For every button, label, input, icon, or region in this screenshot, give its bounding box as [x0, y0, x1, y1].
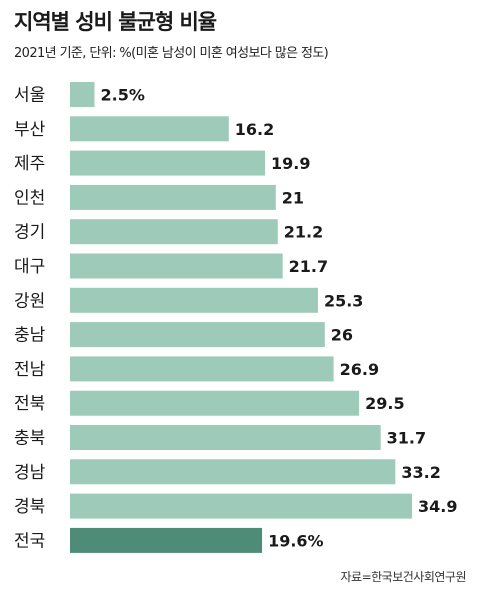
chart-title: 지역별 성비 불균형 비율: [14, 10, 217, 34]
bar: [70, 425, 381, 450]
value-label: 2.5%: [101, 86, 145, 105]
category-label: 전국: [14, 531, 45, 551]
bar: [70, 459, 396, 485]
category-label: 제주: [14, 154, 45, 174]
bar: [70, 253, 283, 279]
bar: [70, 82, 95, 107]
chart-subtitle: 2021년 기준, 단위: %(미혼 남성이 미혼 여성보다 많은 정도): [14, 46, 329, 61]
value-label: 16.2: [235, 120, 274, 139]
value-label: 21.2: [284, 223, 323, 242]
value-label: 21.7: [289, 257, 328, 276]
value-label: 31.7: [387, 429, 426, 448]
bar: [70, 184, 276, 210]
category-label: 경남: [14, 463, 46, 483]
value-label: 26: [331, 326, 353, 345]
category-label: 서울: [14, 86, 45, 106]
value-label: 19.9: [271, 154, 310, 173]
category-label: 충남: [14, 326, 46, 346]
bar: [70, 356, 334, 382]
bar: [70, 527, 263, 553]
value-label: 33.2: [401, 463, 440, 482]
category-label: 부산: [14, 120, 46, 140]
value-label: 29.5: [365, 394, 404, 413]
category-label: 경기: [14, 223, 45, 243]
value-label: 26.9: [340, 360, 379, 379]
bar: [70, 287, 318, 313]
category-label: 충북: [14, 429, 45, 449]
category-label: 대구: [14, 257, 45, 277]
value-label: 34.9: [418, 497, 457, 516]
category-label: 전남: [14, 360, 46, 380]
source-note: 자료=한국보건사회연구원: [340, 570, 467, 584]
bar: [70, 493, 413, 519]
bar: [70, 219, 278, 245]
value-label: 21: [282, 188, 304, 207]
bar: [70, 390, 360, 416]
value-label: 25.3: [324, 291, 363, 310]
category-label: 인천: [14, 188, 45, 208]
category-label: 전북: [14, 394, 45, 414]
bar: [70, 116, 229, 142]
category-label: 경북: [14, 497, 45, 517]
value-label: 19.6%: [268, 531, 324, 550]
bar: [70, 150, 266, 176]
bar: [70, 322, 325, 348]
category-label: 강원: [14, 291, 45, 311]
